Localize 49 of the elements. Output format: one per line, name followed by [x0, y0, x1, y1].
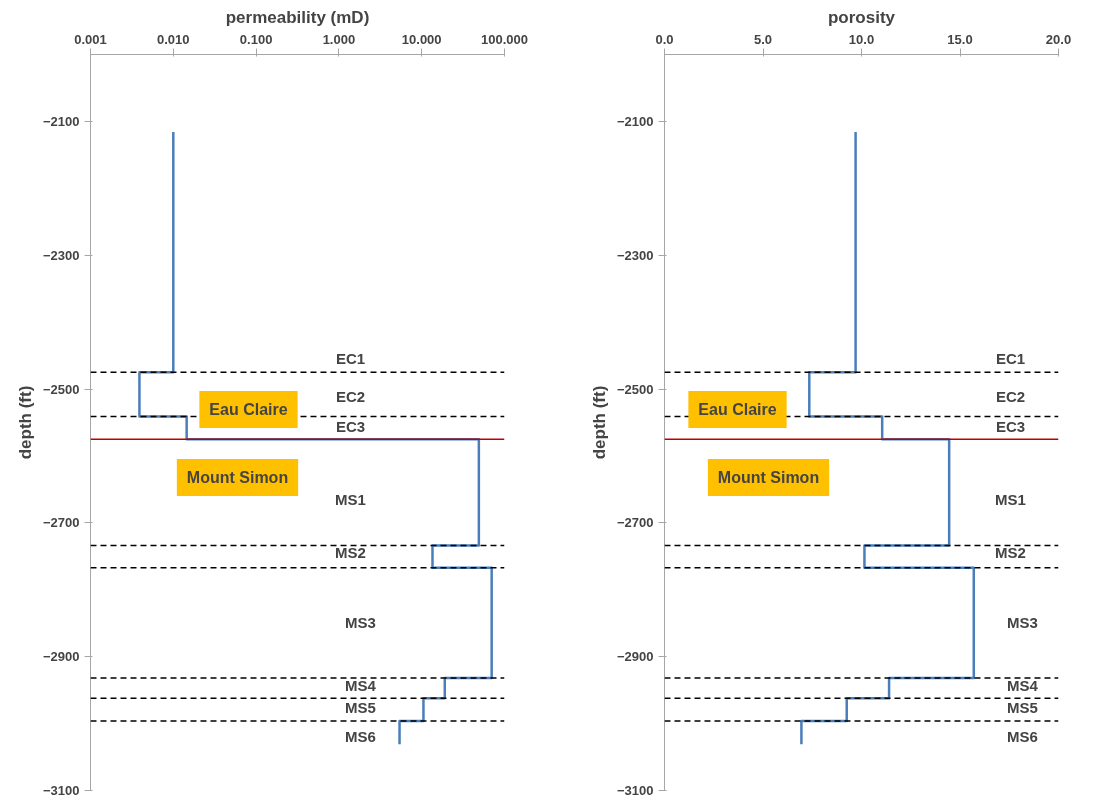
x-tick-label: 0.010	[157, 31, 190, 47]
y-tick-label: −2700	[616, 515, 654, 531]
y-tick-label: −2500	[42, 381, 80, 397]
y-tick-label: −2900	[616, 649, 654, 665]
x-tick-label: 1.000	[322, 31, 356, 47]
annotation: EC2	[995, 388, 1026, 405]
y-tick-label: −2900	[42, 649, 80, 665]
x-tick-label: 20.0	[1045, 31, 1072, 47]
annotation: EC2	[335, 388, 366, 405]
annotation: MS4	[345, 677, 377, 694]
x-tick-label: 5.0	[753, 31, 773, 47]
y-tick-label: −2500	[616, 381, 654, 397]
annotation: EC3	[995, 418, 1026, 435]
annotation: Eau Claire	[209, 401, 288, 418]
annotation: EC3	[335, 418, 366, 435]
annotation: MS2	[995, 544, 1026, 561]
x-tick-label: 0.001	[74, 31, 107, 47]
y-axis-title: depth (ft)	[589, 385, 609, 460]
y-tick-label: −2300	[616, 247, 654, 263]
x-tick-label: 0.100	[239, 31, 273, 47]
y-tick-label: −3100	[42, 783, 80, 798]
y-tick-label: −2700	[42, 515, 80, 531]
annotation: MS2	[335, 544, 366, 561]
annotation: MS6	[345, 728, 376, 745]
annotation: MS5	[1007, 699, 1038, 716]
annotation: MS1	[995, 491, 1026, 508]
annotation: MS3	[345, 614, 376, 631]
annotation: Eau Claire	[698, 401, 777, 418]
y-axis-title: depth (ft)	[15, 385, 35, 460]
annotation: MS5	[345, 699, 376, 716]
x-tick-label: 15.0	[947, 31, 973, 47]
annotation: Mount Simon	[186, 469, 289, 486]
y-tick-label: −2100	[42, 113, 80, 129]
annotation: MS4	[1007, 677, 1039, 694]
x-tick-label: 10.000	[401, 31, 442, 47]
chart-title: permeability (mD)	[225, 7, 370, 27]
annotation: MS6	[1007, 728, 1038, 745]
x-tick-label: 0.0	[655, 31, 674, 47]
x-tick-label: 10.0	[848, 31, 875, 47]
annotation: EC1	[335, 350, 366, 367]
y-tick-label: −2100	[616, 113, 654, 129]
y-tick-label: −2300	[42, 247, 80, 263]
y-tick-label: −3100	[616, 783, 654, 798]
chart-title: porosity	[827, 7, 896, 27]
annotation: MS3	[1007, 614, 1038, 631]
annotation: EC1	[995, 350, 1026, 367]
x-tick-label: 100.000	[481, 31, 528, 47]
annotation: Mount Simon	[717, 469, 820, 486]
annotation: MS1	[335, 491, 366, 508]
